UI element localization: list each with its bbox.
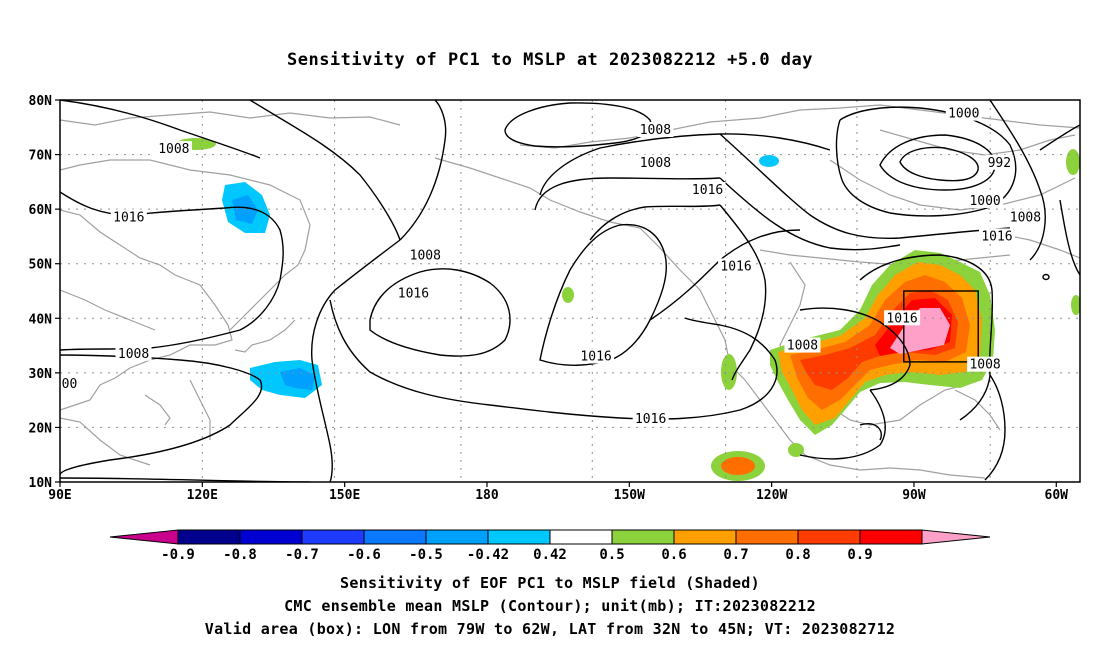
contour-label: 1016 [113,210,144,225]
colorbar-block [363,529,427,545]
contour-label: 1008 [640,156,671,171]
colorbar-tick-label: -0.42 [467,547,509,563]
contour-label-bg [637,122,674,138]
valid-area-box [903,290,979,363]
lon-tick-label: 120W [756,488,787,503]
lon-tick-label: 180 [475,488,499,503]
contour-label: 1016 [720,259,751,274]
contour-label-bg [60,375,80,391]
colorbar-labels: -0.9 -0.8 -0.7 -0.6 -0.5 -0.42 0.42 0.5 0.6 0.7 0.… [161,547,873,563]
colorbar-block [425,529,489,545]
lat-tick-label: 60N [29,203,53,218]
colorbar-block [611,529,675,545]
colorbar-high-triangle [921,529,991,545]
contour-label-bg [985,154,1014,170]
contour-label-bg [689,182,726,198]
colorbar-block [797,529,861,545]
colorbar-block [177,529,241,545]
contour-label: 1000 [969,194,1000,209]
lat-tick-label: 20N [29,421,53,436]
lon-tick-label: 60W [1045,488,1069,503]
longitude-axis: 90E 120E 150E 180 150W 120W 90W 60W [48,482,1068,503]
caption-valid-area: Valid area (box): LON from 79W to 62W, L… [204,620,896,638]
contour-label: 992 [988,156,1011,171]
contour-label-bg [407,247,444,263]
sensitivity-shading [176,138,1080,481]
colorbar-tick-label: 0.7 [723,547,748,563]
contour-label: 1008 [640,123,671,138]
contour-label-bg [637,154,674,170]
colorbar-tick-label: 0.42 [533,547,567,563]
contour-label-bg [967,192,1004,208]
contour-label-bg [395,285,432,301]
lon-tick-label: 150W [614,488,645,503]
colorbar-block [239,529,303,545]
colorbar-tick-label: -0.6 [347,547,381,563]
colorbar-tick-label: 0.6 [661,547,686,563]
contour-label: 1008 [118,347,149,362]
contour-label: 1016 [692,183,723,198]
colorbar-block [735,529,799,545]
contour-label: 1008 [1010,210,1041,225]
colorbar-block [301,529,365,545]
latitude-axis: 80N 70N 60N 50N 40N 30N 20N 10N [29,94,60,491]
contour-label: 1008 [969,358,1000,373]
contour-label-bg [110,209,147,225]
colorbar-tick-label: -0.9 [161,547,195,563]
contour-label: 1016 [981,229,1012,244]
contour-label-bg [784,337,821,353]
contour-label-bg [1007,209,1044,225]
colorbar-blocks [109,529,991,545]
contour-label-bg [884,310,921,326]
lat-tick-label: 70N [29,149,53,164]
map-frame [59,99,1081,483]
contour-label-bg [978,228,1015,244]
caption-shading: Sensitivity of EOF PC1 to MSLP field (Sh… [340,574,760,592]
caption-contour: CMC ensemble mean MSLP (Contour); unit(m… [284,597,816,615]
contour-label: 1008 [787,339,818,354]
colorbar-block [673,529,737,545]
contour-label: 1016 [886,311,917,326]
contour-label: 1016 [580,349,611,364]
lon-tick-label: 90W [902,488,926,503]
lon-tick-label: 90E [48,488,71,503]
colorbar-tick-label: 0.5 [599,547,624,563]
lon-tick-label: 150E [329,488,360,503]
contour-label: 1016 [398,287,429,302]
colorbar: -0.9 -0.8 -0.7 -0.6 -0.5 -0.42 0.42 0.5 0.6 0.7 0.… [109,529,991,563]
contour-label: 1008 [158,142,189,157]
lat-tick-label: 80N [29,94,53,109]
figure-title: Sensitivity of PC1 to MSLP at 2023082212… [286,50,813,70]
contour-label: 1008 [410,249,441,264]
contour-label-bg [115,345,152,361]
lat-tick-label: 10N [29,476,53,491]
colorbar-tick-label: -0.7 [285,547,319,563]
contour-label-bg [945,105,982,121]
lat-tick-label: 40N [29,312,53,327]
colorbar-block [549,529,613,545]
contour-label: 1016 [635,412,666,427]
colorbar-block [859,529,923,545]
colorbar-tick-label: -0.8 [223,547,257,563]
contour-label-bg [578,348,615,364]
colorbar-tick-label: 0.8 [785,547,810,563]
colorbar-tick-label: 0.9 [847,547,872,563]
colorbar-tick-label: -0.5 [409,547,443,563]
map-panel: 1008 1016 1008 00 1008 1016 1016 1016 1008 1008 10… [29,94,1081,503]
contour-label: 1000 [948,107,979,122]
contour-label-bg [632,411,669,427]
contour-label-bg [967,356,1004,372]
contour-label-bg [155,141,192,157]
colorbar-block [487,529,551,545]
lon-tick-label: 120E [187,488,218,503]
lat-tick-label: 50N [29,258,53,273]
contour-label: 00 [62,377,78,392]
colorbar-low-triangle [109,529,179,545]
lat-tick-label: 30N [29,367,53,382]
contour-label-bg [718,258,755,274]
contour-labels: 1008 1016 1008 00 1008 1016 1016 1016 1008 1008 10… [60,105,1044,427]
